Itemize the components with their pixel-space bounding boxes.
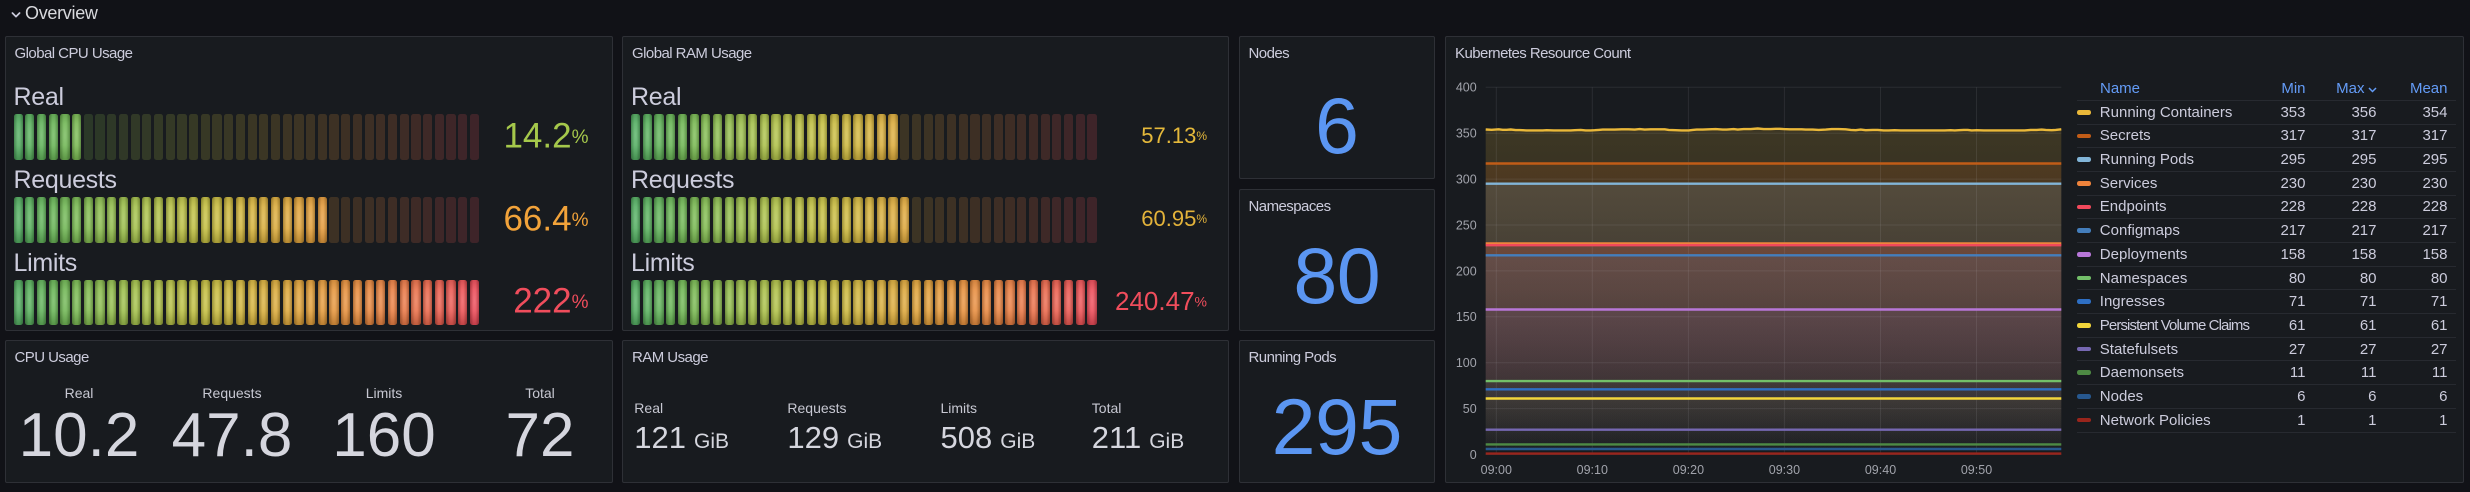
svg-text:09:30: 09:30 (1769, 463, 1800, 477)
svg-text:09:20: 09:20 (1673, 463, 1704, 477)
svg-text:200: 200 (1456, 264, 1477, 278)
svg-text:09:50: 09:50 (1961, 463, 1992, 477)
svg-text:09:40: 09:40 (1865, 463, 1896, 477)
svg-text:100: 100 (1456, 356, 1477, 370)
svg-text:350: 350 (1456, 127, 1477, 141)
svg-text:0: 0 (1470, 448, 1477, 462)
svg-text:50: 50 (1463, 402, 1477, 416)
svg-text:09:00: 09:00 (1481, 463, 1512, 477)
svg-text:300: 300 (1456, 173, 1477, 187)
svg-text:250: 250 (1456, 218, 1477, 232)
svg-text:09:10: 09:10 (1577, 463, 1608, 477)
svg-text:400: 400 (1456, 81, 1477, 95)
svg-text:150: 150 (1456, 310, 1477, 324)
